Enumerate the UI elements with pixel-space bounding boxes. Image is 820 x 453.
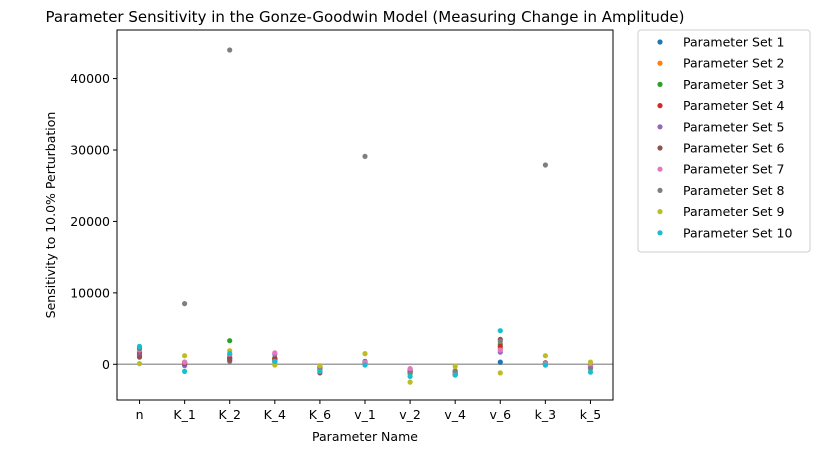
- y-tick-label: 20000: [70, 214, 110, 229]
- data-point: [272, 350, 278, 356]
- data-point: [136, 354, 143, 360]
- data-point: [497, 338, 503, 344]
- y-tick-label: 40000: [70, 71, 110, 86]
- y-tick-label: 30000: [70, 143, 110, 158]
- x-tick-label: k_5: [580, 407, 601, 422]
- data-point: [136, 361, 143, 367]
- legend-marker: [657, 60, 663, 66]
- data-point: [497, 359, 503, 365]
- x-tick-label: v_4: [444, 407, 466, 422]
- plot-frame: [116, 29, 614, 401]
- legend-entry: Parameter Set 8: [683, 183, 785, 198]
- x-tick-label: K_1: [173, 407, 195, 422]
- data-point: [542, 162, 549, 168]
- y-tick-label: 10000: [70, 285, 110, 300]
- x-axis: n K_1 K_2 K_4 K_6 v_1 v_2 v_4 v_6 k_3 k_5: [136, 400, 601, 422]
- data-point: [407, 366, 413, 372]
- legend-marker: [657, 209, 663, 215]
- data-point: [362, 153, 368, 159]
- data-point: [182, 301, 188, 307]
- chart-title: Parameter Sensitivity in the Gonze-Goodw…: [46, 8, 685, 26]
- x-tick-label: K_2: [219, 407, 241, 422]
- data-point: [452, 363, 458, 369]
- legend-marker: [657, 230, 663, 236]
- y-tick-label: 0: [102, 357, 110, 372]
- data-point: [587, 369, 594, 375]
- data-point: [136, 343, 143, 349]
- x-tick-label: n: [136, 407, 144, 422]
- data-point: [362, 362, 368, 368]
- legend-entry: Parameter Set 1: [683, 35, 784, 50]
- data-point: [452, 368, 458, 374]
- legend: Parameter Set 1 Parameter Set 2 Parameter …: [637, 29, 811, 253]
- data-point: [587, 359, 594, 365]
- legend-entry: Parameter Set 6: [683, 141, 785, 156]
- data-point: [497, 370, 503, 376]
- data-point: [542, 362, 549, 368]
- data-point: [452, 372, 458, 378]
- x-tick-label: k_3: [535, 407, 556, 422]
- data-point: [227, 338, 233, 344]
- data-point: [272, 362, 278, 368]
- data-point: [497, 328, 503, 334]
- legend-frame: [637, 29, 811, 253]
- data-point: [407, 373, 413, 379]
- data-point: [497, 347, 503, 353]
- data-point: [317, 363, 323, 369]
- x-tick-label: K_6: [309, 407, 331, 422]
- legend-entry: Parameter Set 3: [683, 77, 784, 92]
- legend-marker: [657, 187, 663, 193]
- legend-entry: Parameter Set 4: [683, 98, 785, 113]
- legend-entry: Parameter Set 2: [683, 56, 784, 71]
- data-point: [182, 368, 188, 374]
- legend-entry: Parameter Set 9: [683, 204, 785, 219]
- data-point: [182, 359, 188, 365]
- data-point: [227, 47, 233, 53]
- y-axis-label: Sensitivity to 10.0% Perturbation: [43, 112, 58, 319]
- data-point: [497, 343, 503, 349]
- legend-marker: [657, 145, 663, 151]
- data-point: [227, 357, 233, 363]
- x-tick-label: v_1: [354, 407, 376, 422]
- data-point: [272, 358, 278, 364]
- data-point: [317, 368, 323, 374]
- legend-entry: Parameter Set 7: [683, 162, 784, 177]
- data-point: [227, 351, 233, 357]
- x-axis-label: Parameter Name: [312, 429, 418, 444]
- legend-marker: [657, 124, 663, 130]
- legend-entry: Parameter Set 10: [683, 225, 792, 240]
- legend-marker: [657, 81, 663, 87]
- y-axis: 0 10000 20000 30000 40000: [70, 71, 117, 372]
- data-point: [182, 353, 188, 359]
- x-tick-label: v_2: [399, 407, 421, 422]
- plot-area: [116, 29, 614, 401]
- legend-marker: [657, 39, 663, 45]
- legend-marker: [657, 166, 663, 172]
- data-point: [362, 351, 368, 357]
- legend-entry: Parameter Set 5: [683, 119, 784, 134]
- legend-marker: [657, 103, 663, 109]
- data-point: [407, 379, 413, 385]
- data-point: [542, 353, 549, 359]
- x-tick-label: K_4: [264, 407, 286, 422]
- x-tick-label: v_6: [489, 407, 511, 422]
